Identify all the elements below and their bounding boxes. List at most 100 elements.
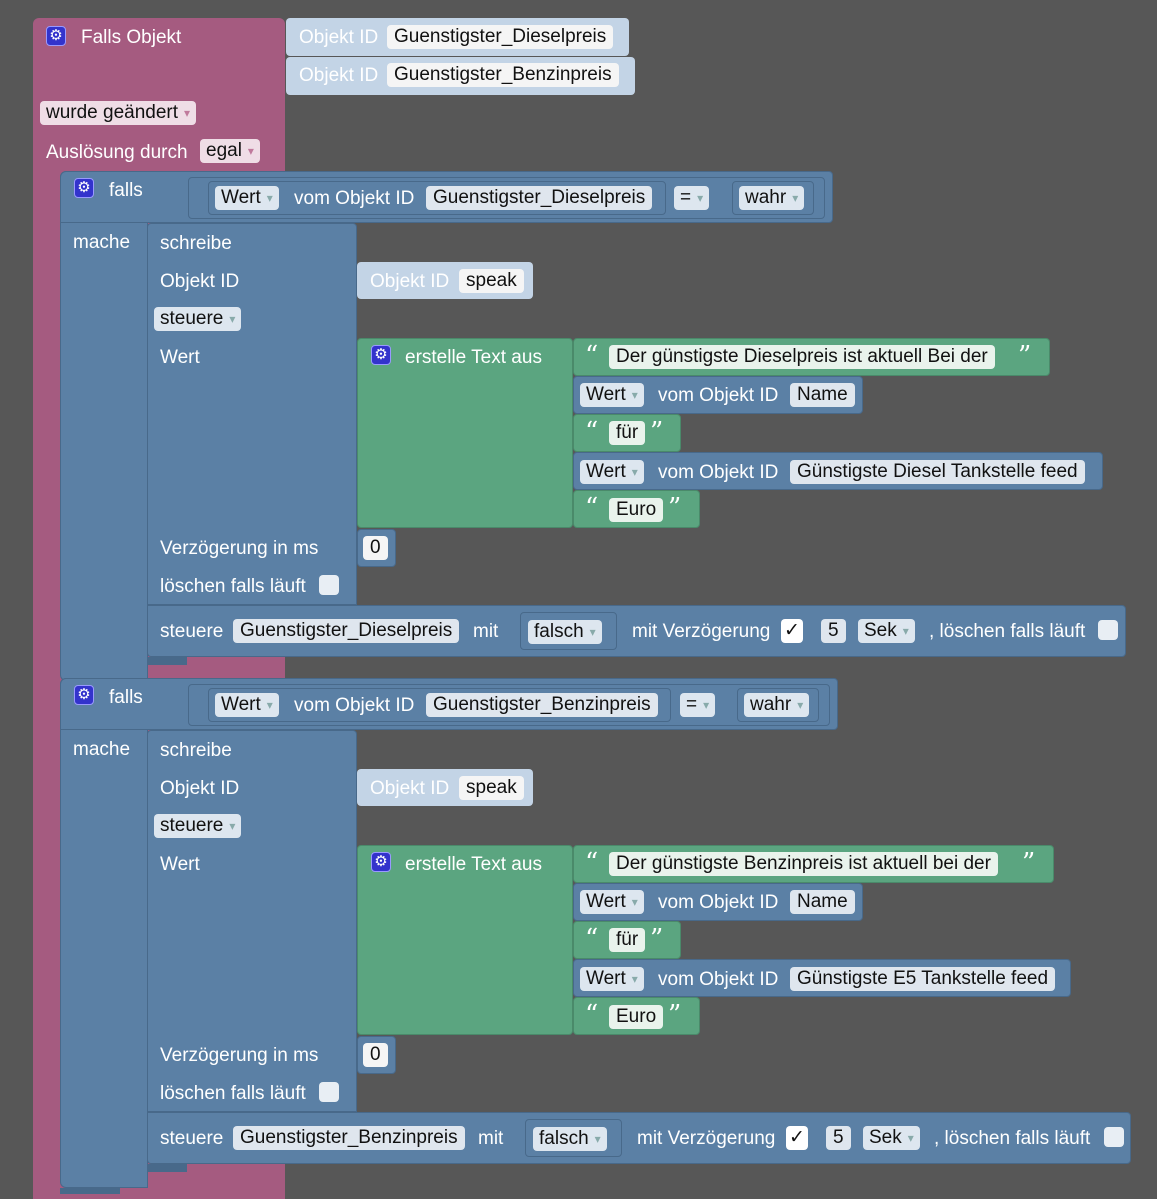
dropdown-arrow-icon: ▾ xyxy=(631,895,638,909)
dropdown-arrow-icon: ▾ xyxy=(797,698,804,712)
gear-icon[interactable]: ⚙ xyxy=(371,345,391,365)
clear-running-label: , löschen falls läuft xyxy=(929,621,1086,642)
open-quote-icon: “ xyxy=(585,924,599,954)
delay-label: Verzögerung in ms xyxy=(160,538,319,559)
delay-input[interactable]: 0 xyxy=(363,536,388,560)
close-quote-icon: ” xyxy=(668,493,682,523)
clear-running-label: löschen falls läuft xyxy=(160,576,306,597)
name-object-id[interactable]: Name xyxy=(790,383,855,407)
open-quote-icon: “ xyxy=(585,417,599,447)
condition-object-id[interactable]: Guenstigster_Dieselpreis xyxy=(426,186,653,210)
value-label: Wert xyxy=(160,854,200,875)
open-quote-icon: “ xyxy=(585,1000,599,1030)
unit-dropdown[interactable]: Sek ▾ xyxy=(858,619,915,643)
write-object-value[interactable]: speak xyxy=(459,776,524,800)
gear-icon[interactable]: ⚙ xyxy=(371,852,391,872)
gear-icon[interactable]: ⚙ xyxy=(46,26,66,46)
write-block[interactable] xyxy=(147,223,357,605)
text-value[interactable]: Euro xyxy=(609,1005,664,1029)
clear-running-checkbox[interactable] xyxy=(1098,620,1118,640)
dropdown-arrow-icon: ▾ xyxy=(902,624,909,638)
with-delay-checkbox[interactable]: ✓ xyxy=(781,619,803,643)
control-value-dropdown[interactable]: falsch ▾ xyxy=(533,1127,607,1151)
write-object-value[interactable]: speak xyxy=(459,269,524,293)
object-id-label: Objekt ID xyxy=(370,271,450,292)
text-join-block[interactable] xyxy=(357,845,573,1035)
from-object-label: vom Objekt ID xyxy=(658,462,779,483)
value-label: Wert xyxy=(160,347,200,368)
unit-dropdown[interactable]: Sek ▾ xyxy=(863,1126,920,1150)
text-value[interactable]: für xyxy=(609,928,646,952)
object-id-label: Objekt ID xyxy=(299,65,379,86)
do-label: mache xyxy=(73,232,131,253)
trigger-label: Auslösung durch xyxy=(46,142,188,163)
write-mode-dropdown[interactable]: steuere ▾ xyxy=(154,307,242,331)
text-value[interactable]: Euro xyxy=(609,498,664,522)
with-delay-checkbox[interactable]: ✓ xyxy=(786,1126,808,1150)
text-value[interactable]: Der günstigste Dieselpreis ist aktuell B… xyxy=(609,345,995,369)
dropdown-arrow-icon: ▾ xyxy=(594,1132,601,1146)
changed-dropdown[interactable]: wurde geändert ▾ xyxy=(40,101,197,125)
control-object-id[interactable]: Guenstigster_Benzinpreis xyxy=(233,1126,465,1150)
value-dropdown[interactable]: Wert ▾ xyxy=(580,890,644,914)
if-block-benzin[interactable] xyxy=(60,678,148,1188)
name-object-id[interactable]: Name xyxy=(790,890,855,914)
value-dropdown[interactable]: Wert ▾ xyxy=(580,383,644,407)
operator-dropdown[interactable]: = ▾ xyxy=(674,186,710,210)
operator-dropdown[interactable]: = ▾ xyxy=(680,693,716,717)
control-label: steuere xyxy=(160,1128,224,1149)
feed-object-id[interactable]: Günstigste Diesel Tankstelle feed xyxy=(790,460,1085,484)
clear-running-checkbox[interactable] xyxy=(1104,1127,1124,1147)
delay-input[interactable]: 0 xyxy=(363,1043,388,1067)
if-label: falls xyxy=(109,687,143,708)
write-mode-dropdown[interactable]: steuere ▾ xyxy=(154,814,242,838)
from-object-label: vom Objekt ID xyxy=(658,385,779,406)
event-title: Falls Objekt xyxy=(81,27,182,48)
value-dropdown[interactable]: Wert ▾ xyxy=(215,693,279,717)
control-object-id[interactable]: Guenstigster_Dieselpreis xyxy=(233,619,460,643)
if-label: falls xyxy=(109,180,143,201)
value-dropdown[interactable]: Wert ▾ xyxy=(580,460,644,484)
feed-object-id[interactable]: Günstigste E5 Tankstelle feed xyxy=(790,967,1056,991)
clear-running-checkbox[interactable] xyxy=(319,1082,339,1102)
dropdown-arrow-icon: ▾ xyxy=(631,465,638,479)
from-object-label: vom Objekt ID xyxy=(658,892,779,913)
clear-running-label: , löschen falls läuft xyxy=(934,1128,1091,1149)
text-block-2[interactable] xyxy=(573,921,681,959)
dropdown-arrow-icon: ▾ xyxy=(266,698,273,712)
condition-object-id[interactable]: Guenstigster_Benzinpreis xyxy=(426,693,658,717)
create-text-label: erstelle Text aus xyxy=(405,347,542,368)
close-quote-icon: ” xyxy=(650,417,664,447)
open-quote-icon: “ xyxy=(585,341,599,371)
dropdown-arrow-icon: ▾ xyxy=(266,191,273,205)
gear-icon[interactable]: ⚙ xyxy=(74,685,94,705)
from-object-label: vom Objekt ID xyxy=(658,969,779,990)
object-id-label: Objekt ID xyxy=(370,778,450,799)
with-label: mit xyxy=(473,621,499,642)
from-object-label: vom Objekt ID xyxy=(294,695,415,716)
dropdown-arrow-icon: ▾ xyxy=(184,106,191,120)
dropdown-arrow-icon: ▾ xyxy=(907,1131,914,1145)
trigger-dropdown[interactable]: egal ▾ xyxy=(200,139,260,163)
object-id-value[interactable]: Guenstigster_Benzinpreis xyxy=(387,63,619,87)
gear-icon[interactable]: ⚙ xyxy=(74,178,94,198)
delay-seconds-input[interactable]: 5 xyxy=(826,1126,851,1150)
control-value-dropdown[interactable]: falsch ▾ xyxy=(528,620,602,644)
clear-running-checkbox[interactable] xyxy=(319,575,339,595)
text-value[interactable]: Der günstigste Benzinpreis ist aktuell b… xyxy=(609,852,998,876)
dropdown-arrow-icon: ▾ xyxy=(792,191,799,205)
value-dropdown[interactable]: Wert ▾ xyxy=(580,967,644,991)
delay-label: Verzögerung in ms xyxy=(160,1045,319,1066)
write-block[interactable] xyxy=(147,730,357,1112)
delay-seconds-input[interactable]: 5 xyxy=(821,619,846,643)
value-dropdown[interactable]: Wert ▾ xyxy=(215,186,279,210)
boolean-dropdown[interactable]: wahr ▾ xyxy=(739,186,805,210)
dropdown-arrow-icon: ▾ xyxy=(631,388,638,402)
dropdown-arrow-icon: ▾ xyxy=(229,819,236,833)
boolean-dropdown[interactable]: wahr ▾ xyxy=(744,693,810,717)
with-label: mit xyxy=(478,1128,504,1149)
text-join-block[interactable] xyxy=(357,338,573,528)
block-notch xyxy=(60,1188,120,1194)
text-value[interactable]: für xyxy=(609,421,646,445)
object-id-value[interactable]: Guenstigster_Dieselpreis xyxy=(387,25,614,49)
